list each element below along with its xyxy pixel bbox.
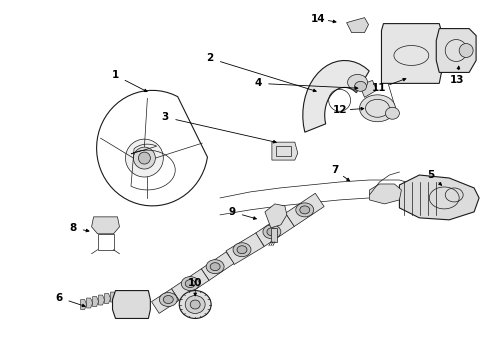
Polygon shape [117,291,122,301]
Ellipse shape [185,280,195,288]
Text: 8: 8 [69,223,76,233]
Text: 13: 13 [450,75,465,85]
Polygon shape [255,213,294,246]
Text: 10: 10 [188,278,202,288]
Ellipse shape [138,152,150,164]
Text: 12: 12 [332,105,347,115]
Polygon shape [382,24,441,84]
Ellipse shape [133,147,155,169]
Ellipse shape [296,203,314,217]
Ellipse shape [360,95,395,122]
Polygon shape [151,289,179,313]
Ellipse shape [210,263,220,271]
Ellipse shape [355,81,367,91]
Text: 14: 14 [310,14,325,24]
Polygon shape [87,298,93,308]
Ellipse shape [300,206,310,214]
Polygon shape [285,193,324,226]
Ellipse shape [206,260,224,274]
Text: 5: 5 [428,170,435,180]
Polygon shape [265,204,287,228]
Polygon shape [399,175,479,220]
Ellipse shape [125,139,163,177]
Polygon shape [346,18,368,32]
Text: 1: 1 [112,71,119,80]
Polygon shape [93,297,98,306]
Ellipse shape [190,300,200,309]
Text: 9: 9 [228,207,236,217]
Polygon shape [303,60,369,132]
Ellipse shape [163,296,173,303]
Polygon shape [111,292,117,302]
Text: 6: 6 [55,293,62,302]
Ellipse shape [263,225,281,239]
Text: 3: 3 [162,112,169,122]
Ellipse shape [386,107,399,119]
Polygon shape [436,28,476,72]
Polygon shape [226,233,264,265]
Text: 2: 2 [206,54,214,63]
Ellipse shape [347,75,368,90]
Polygon shape [172,269,209,300]
Ellipse shape [459,44,473,58]
Text: 11: 11 [372,84,387,93]
Text: 4: 4 [254,78,262,88]
Polygon shape [369,184,401,204]
Ellipse shape [237,246,247,254]
Polygon shape [92,217,120,234]
Ellipse shape [159,293,177,306]
Polygon shape [360,80,376,97]
Ellipse shape [233,243,251,257]
Ellipse shape [181,276,199,291]
Ellipse shape [267,228,277,236]
Polygon shape [81,300,87,310]
Polygon shape [113,291,150,319]
Polygon shape [272,142,298,160]
Polygon shape [98,295,104,305]
Polygon shape [271,228,277,242]
Ellipse shape [185,296,205,314]
Polygon shape [104,293,111,303]
Polygon shape [201,252,234,280]
Text: 7: 7 [331,165,338,175]
Ellipse shape [179,291,211,319]
